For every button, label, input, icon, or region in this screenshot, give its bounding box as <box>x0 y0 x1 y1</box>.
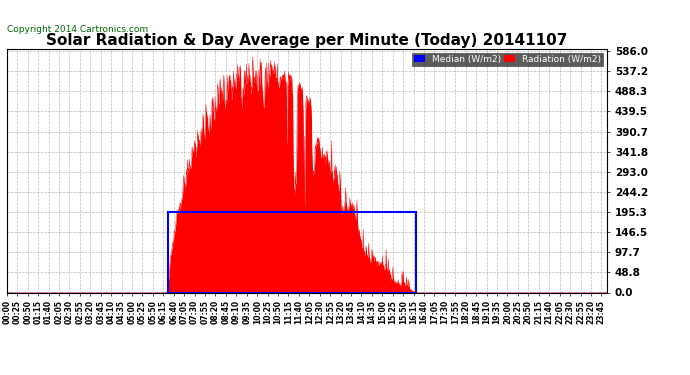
Bar <box>168 212 416 292</box>
Text: Copyright 2014 Cartronics.com: Copyright 2014 Cartronics.com <box>7 25 148 34</box>
Legend: Median (W/m2), Radiation (W/m2): Median (W/m2), Radiation (W/m2) <box>412 53 602 66</box>
Title: Solar Radiation & Day Average per Minute (Today) 20141107: Solar Radiation & Day Average per Minute… <box>46 33 568 48</box>
